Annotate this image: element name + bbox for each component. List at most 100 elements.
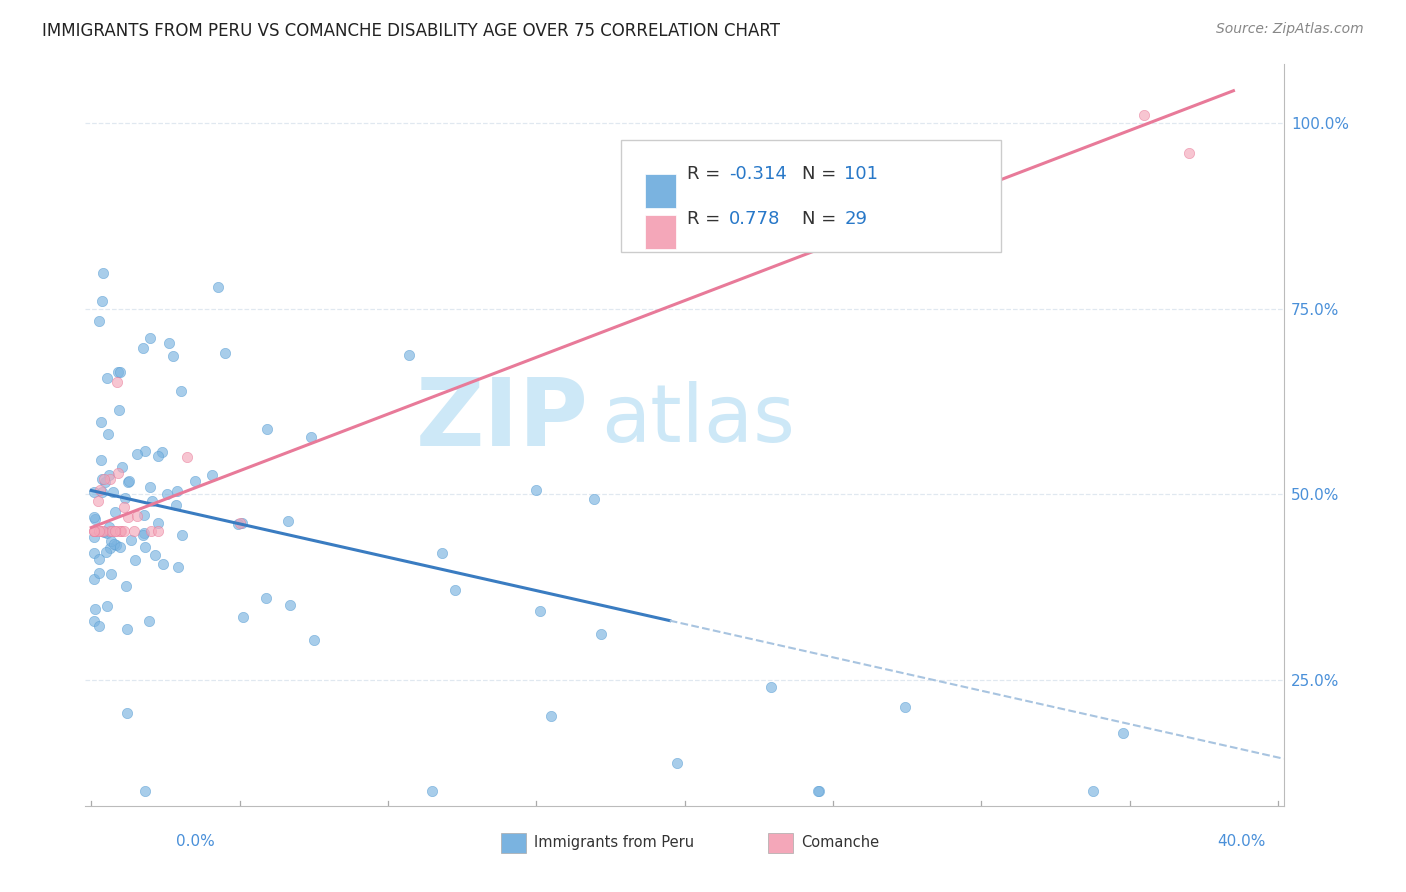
Point xyxy=(104,524,127,539)
Point xyxy=(110,524,132,539)
Point xyxy=(93,472,115,486)
Point xyxy=(91,484,114,499)
Point xyxy=(132,528,155,542)
Point xyxy=(93,525,115,540)
Point xyxy=(110,365,132,379)
Point xyxy=(229,516,252,530)
Point xyxy=(100,566,122,581)
Point xyxy=(104,505,127,519)
Point xyxy=(146,516,169,530)
Text: ZIP: ZIP xyxy=(416,374,589,466)
Point xyxy=(87,552,110,566)
Point xyxy=(96,544,118,558)
Text: Source: ZipAtlas.com: Source: ZipAtlas.com xyxy=(1216,22,1364,37)
Point xyxy=(91,472,114,486)
Point xyxy=(299,430,322,444)
Point xyxy=(276,514,298,528)
Point xyxy=(117,474,139,488)
Point xyxy=(98,472,121,486)
Point xyxy=(139,480,162,494)
Point xyxy=(89,483,111,497)
Point xyxy=(127,447,149,461)
Point xyxy=(83,530,105,544)
Point xyxy=(302,633,325,648)
Point xyxy=(134,443,156,458)
Point xyxy=(146,524,169,539)
Point xyxy=(591,627,613,641)
Point xyxy=(83,524,105,539)
Point xyxy=(83,524,105,539)
Point xyxy=(201,467,224,482)
Point xyxy=(143,548,166,562)
Point xyxy=(83,510,105,524)
Point xyxy=(83,511,105,525)
Point xyxy=(114,500,136,514)
Point xyxy=(83,546,105,560)
Point xyxy=(89,314,111,328)
Point xyxy=(166,484,188,499)
Point xyxy=(540,709,562,723)
Point xyxy=(117,706,139,721)
Point xyxy=(124,553,146,567)
Text: R =: R = xyxy=(688,210,725,227)
Point xyxy=(807,784,830,798)
Point xyxy=(114,491,136,505)
Text: 0.0%: 0.0% xyxy=(176,834,215,849)
Point xyxy=(117,509,139,524)
Point xyxy=(83,485,105,500)
Text: Comanche: Comanche xyxy=(801,836,880,850)
Point xyxy=(89,619,111,633)
Point xyxy=(108,402,131,417)
Text: Immigrants from Peru: Immigrants from Peru xyxy=(534,836,695,850)
Point xyxy=(98,520,121,534)
Point xyxy=(120,533,142,548)
Point xyxy=(90,294,112,309)
Text: R =: R = xyxy=(688,164,725,183)
Point xyxy=(100,533,122,548)
Point xyxy=(101,484,124,499)
Point xyxy=(89,566,111,580)
Point xyxy=(111,459,134,474)
Point xyxy=(1178,146,1201,161)
Point xyxy=(108,541,131,555)
Point xyxy=(150,445,173,459)
Point xyxy=(112,524,135,539)
Point xyxy=(134,784,156,798)
Point xyxy=(894,700,917,714)
Point xyxy=(1112,725,1135,739)
Point xyxy=(278,599,301,613)
Point xyxy=(93,524,115,539)
Point xyxy=(139,524,162,539)
Point xyxy=(1133,108,1156,122)
Point xyxy=(90,524,112,539)
Point xyxy=(91,267,114,281)
Point xyxy=(114,579,136,593)
Point xyxy=(139,331,162,345)
Point xyxy=(162,349,184,363)
Point xyxy=(122,524,145,539)
Text: 0.778: 0.778 xyxy=(730,210,780,227)
Point xyxy=(83,614,105,628)
Point xyxy=(398,348,420,362)
Point xyxy=(759,680,782,694)
Point xyxy=(110,524,132,539)
Point xyxy=(141,494,163,508)
Point xyxy=(420,784,443,798)
Point xyxy=(83,524,105,539)
Point xyxy=(87,524,110,539)
Point xyxy=(115,622,138,636)
Point xyxy=(256,422,278,436)
Point xyxy=(107,466,129,480)
Point xyxy=(156,487,179,501)
Point xyxy=(87,494,110,508)
Point xyxy=(90,453,112,467)
Point xyxy=(107,375,129,389)
Point xyxy=(170,384,193,398)
Point xyxy=(183,475,205,489)
Point xyxy=(232,610,254,624)
Point xyxy=(808,784,831,798)
Point xyxy=(176,450,198,464)
Point xyxy=(443,582,465,597)
Point xyxy=(84,601,107,615)
Point xyxy=(157,335,180,350)
